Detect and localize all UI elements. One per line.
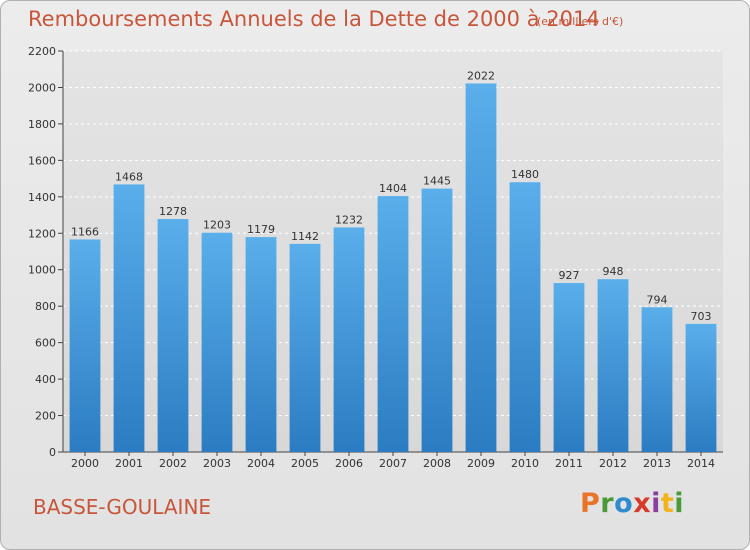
bar-value-label: 1278: [159, 205, 187, 218]
y-tick-label: 2200: [28, 45, 56, 58]
x-tick-label: 2005: [291, 457, 319, 470]
bar: [421, 188, 453, 452]
logo-letter: o: [614, 488, 634, 519]
x-tick-label: 2009: [467, 457, 495, 470]
bar-value-label: 1445: [423, 175, 451, 188]
bar: [553, 283, 585, 452]
y-tick-label: 600: [35, 337, 56, 350]
x-tick-label: 2002: [159, 457, 187, 470]
chart-unit: (en milliers d'€): [537, 15, 624, 28]
bar: [69, 239, 101, 452]
bar-value-label: 927: [559, 269, 580, 282]
bar-value-label: 948: [603, 265, 624, 278]
x-tick-label: 2012: [599, 457, 627, 470]
bar-value-label: 1142: [291, 230, 319, 243]
y-tick-label: 1600: [28, 154, 56, 167]
x-tick-label: 2001: [115, 457, 143, 470]
commune-name: BASSE-GOULAINE: [33, 495, 212, 519]
bar: [597, 279, 629, 452]
x-tick-label: 2010: [511, 457, 539, 470]
bar-value-label: 1468: [115, 170, 143, 183]
x-tick-label: 2004: [247, 457, 275, 470]
bar: [685, 323, 717, 452]
y-tick-label: 200: [35, 410, 56, 423]
y-tick-label: 1000: [28, 264, 56, 277]
logo-letter: r: [600, 488, 615, 519]
logo-letter: x: [633, 488, 652, 519]
bar: [289, 243, 321, 452]
y-tick-label: 800: [35, 300, 56, 313]
bar-value-label: 2022: [467, 69, 495, 82]
x-tick-label: 2006: [335, 457, 363, 470]
bar-value-label: 1166: [71, 225, 99, 238]
bar: [245, 237, 277, 452]
y-tick-label: 0: [49, 446, 56, 459]
bar: [333, 227, 365, 452]
bar-value-label: 1232: [335, 213, 363, 226]
chart-title: Remboursements Annuels de la Dette de 20…: [28, 7, 600, 31]
x-tick-label: 2011: [555, 457, 583, 470]
bar: [641, 307, 673, 452]
proxiti-logo: Proxiti: [580, 488, 684, 519]
bar: [113, 184, 145, 452]
logo-letter: i: [674, 488, 685, 519]
y-tick-label: 2000: [28, 81, 56, 94]
bar: [157, 219, 189, 452]
x-tick-label: 2014: [687, 457, 715, 470]
logo-letter: P: [580, 488, 601, 519]
x-tick-label: 2007: [379, 457, 407, 470]
logo-letter: t: [660, 488, 675, 519]
y-tick-label: 400: [35, 373, 56, 386]
bar: [465, 83, 497, 452]
y-tick-label: 1800: [28, 118, 56, 131]
bar-value-label: 1480: [511, 168, 539, 181]
bar: [377, 196, 409, 452]
bar: [509, 182, 541, 452]
bar-value-label: 1179: [247, 223, 275, 236]
y-tick-label: 1200: [28, 227, 56, 240]
bar-value-label: 1203: [203, 219, 231, 232]
bar-value-label: 703: [691, 310, 712, 323]
bar: [201, 232, 233, 452]
bar-value-label: 794: [647, 293, 668, 306]
x-tick-label: 2000: [71, 457, 99, 470]
x-tick-label: 2013: [643, 457, 671, 470]
bar-value-label: 1404: [379, 182, 407, 195]
x-tick-label: 2008: [423, 457, 451, 470]
x-tick-label: 2003: [203, 457, 231, 470]
y-tick-label: 1400: [28, 191, 56, 204]
logo-letter: i: [651, 488, 661, 519]
